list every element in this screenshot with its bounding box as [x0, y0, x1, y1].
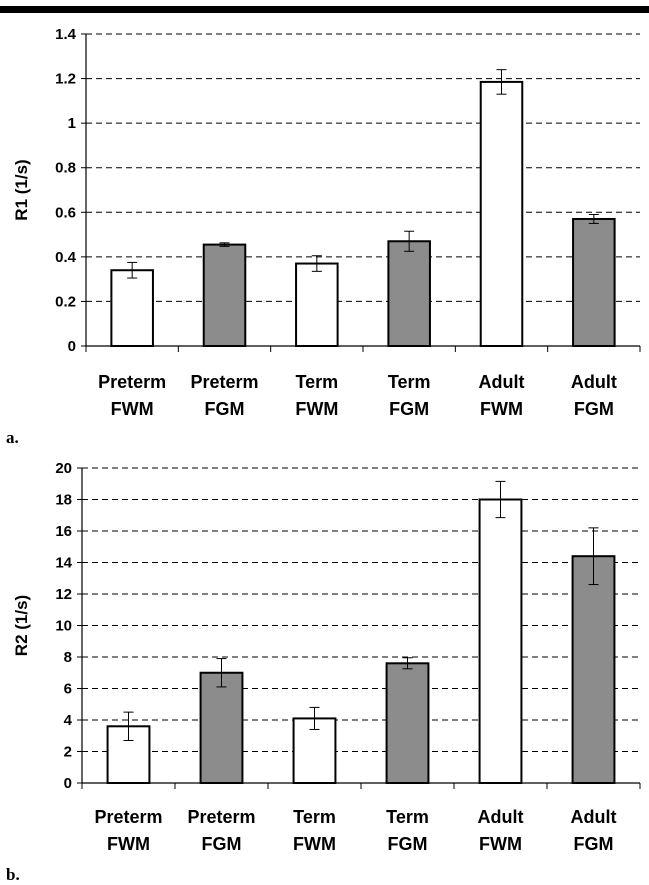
category-label-line1: Preterm	[190, 372, 258, 392]
category-label-line1: Term	[293, 807, 336, 827]
y-axis-label: R2 (1/s)	[12, 595, 31, 656]
y-tick-label: 18	[55, 492, 72, 509]
y-tick-label: 0	[68, 338, 76, 355]
y-tick-label: 16	[55, 523, 72, 540]
bar	[387, 240, 431, 347]
panel-label: b.	[6, 865, 20, 884]
category-label-line1: Preterm	[94, 807, 162, 827]
category-label-line2: FWM	[295, 399, 338, 419]
bar	[202, 243, 247, 348]
category-label-line1: Term	[388, 372, 431, 392]
y-tick-label: 4	[64, 712, 73, 729]
category-label-line2: FWM	[111, 399, 154, 419]
bar	[110, 269, 154, 348]
y-tick-label: 0.6	[55, 204, 76, 221]
category-label-line1: Preterm	[98, 372, 166, 392]
category-label-line1: Term	[295, 372, 338, 392]
chart-panel-1: 0 0.2 0.4 0.6 0.8 1 1.2 1.4 Preterm FWM Preterm FGM…	[6, 26, 641, 447]
y-tick-label: 10	[55, 618, 72, 635]
bar	[199, 671, 244, 784]
y-tick-label: 0	[64, 775, 72, 792]
category-label-line2: FGM	[389, 399, 429, 419]
category-label-line2: FGM	[574, 399, 614, 419]
y-tick-label: 0.2	[55, 293, 76, 310]
bar	[295, 262, 339, 347]
y-tick-label: 14	[55, 555, 72, 572]
category-label-line2: FGM	[205, 399, 245, 419]
y-tick-label: 12	[55, 586, 72, 603]
category-label-line1: Adult	[571, 372, 617, 392]
y-axis-label: R1 (1/s)	[12, 159, 31, 220]
category-label-line2: FWM	[293, 834, 336, 854]
bar	[572, 217, 616, 348]
bar	[479, 80, 524, 348]
bar	[385, 662, 430, 784]
top-rule	[0, 6, 649, 13]
category-label-line1: Preterm	[187, 807, 255, 827]
category-label-line1: Adult	[571, 807, 617, 827]
bar	[478, 498, 523, 784]
y-tick-label: 1.2	[55, 71, 76, 88]
category-label-line2: FGM	[202, 834, 242, 854]
chart-panel-2: 0 2 4 6 8 10 12 14 16 18 20 Preterm FWM Preterm FGM Ter…	[6, 460, 641, 884]
category-label-line1: Adult	[478, 807, 524, 827]
category-label-line2: FGM	[388, 834, 428, 854]
y-tick-label: 1	[68, 115, 76, 132]
y-tick-label: 20	[55, 460, 72, 477]
panel-label: a.	[6, 428, 19, 447]
y-tick-label: 1.4	[55, 26, 77, 43]
category-label-line2: FWM	[107, 834, 150, 854]
y-tick-label: 0.4	[55, 249, 77, 266]
category-label-line2: FWM	[479, 834, 522, 854]
category-label-line2: FGM	[574, 834, 614, 854]
category-label-line1: Adult	[479, 372, 525, 392]
y-tick-label: 6	[64, 681, 72, 698]
category-label-line1: Term	[386, 807, 429, 827]
y-tick-label: 2	[64, 744, 72, 761]
y-tick-label: 8	[64, 649, 72, 666]
y-tick-label: 0.8	[55, 160, 76, 177]
bar	[571, 555, 616, 785]
category-label-line2: FWM	[480, 399, 523, 419]
